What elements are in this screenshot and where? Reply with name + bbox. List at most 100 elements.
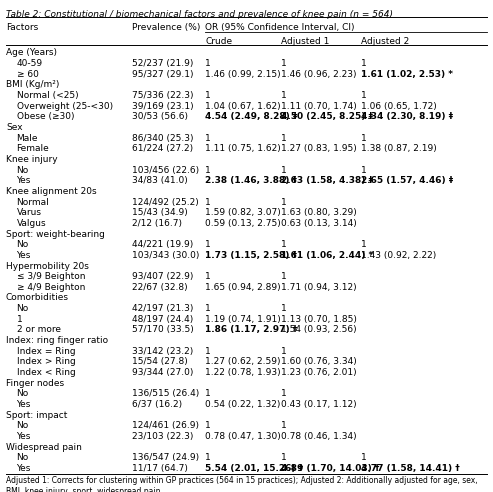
Text: 2/12 (16.7): 2/12 (16.7) bbox=[132, 219, 181, 228]
Text: 124/492 (25.2): 124/492 (25.2) bbox=[132, 198, 198, 207]
Text: 1: 1 bbox=[206, 421, 211, 430]
Text: 30/53 (56.6): 30/53 (56.6) bbox=[132, 112, 187, 122]
Text: 1: 1 bbox=[206, 59, 211, 68]
Text: 6/37 (16.2): 6/37 (16.2) bbox=[132, 400, 181, 409]
Text: 0.59 (0.13, 2.75): 0.59 (0.13, 2.75) bbox=[206, 219, 281, 228]
Text: Adjusted 2: Adjusted 2 bbox=[361, 37, 409, 46]
Text: 39/169 (23.1): 39/169 (23.1) bbox=[132, 102, 193, 111]
Text: 1.61 (1.02, 2.53) *: 1.61 (1.02, 2.53) * bbox=[361, 70, 453, 79]
Text: 1: 1 bbox=[206, 389, 211, 399]
Text: 1: 1 bbox=[361, 59, 367, 68]
Text: Index: ring finger ratio: Index: ring finger ratio bbox=[6, 336, 108, 345]
Text: OR (95% Confidence Interval, CI): OR (95% Confidence Interval, CI) bbox=[206, 23, 355, 32]
Text: 1.04 (0.67, 1.62): 1.04 (0.67, 1.62) bbox=[206, 102, 281, 111]
Text: Male: Male bbox=[17, 134, 38, 143]
Text: Crude: Crude bbox=[206, 37, 233, 46]
Text: Sport: weight-bearing: Sport: weight-bearing bbox=[6, 230, 105, 239]
Text: 1.46 (0.99, 2.15): 1.46 (0.99, 2.15) bbox=[206, 70, 281, 79]
Text: 1.22 (0.78, 1.93): 1.22 (0.78, 1.93) bbox=[206, 368, 281, 377]
Text: 40-59: 40-59 bbox=[17, 59, 43, 68]
Text: 1: 1 bbox=[206, 453, 211, 462]
Text: 2.38 (1.46, 3.88) †: 2.38 (1.46, 3.88) † bbox=[206, 176, 297, 185]
Text: 103/343 (30.0): 103/343 (30.0) bbox=[132, 251, 199, 260]
Text: 0.78 (0.47, 1.30): 0.78 (0.47, 1.30) bbox=[206, 432, 281, 441]
Text: No: No bbox=[17, 453, 29, 462]
Text: Varus: Varus bbox=[17, 208, 41, 217]
Text: 1.60 (0.76, 3.34): 1.60 (0.76, 3.34) bbox=[282, 357, 357, 367]
Text: Sex: Sex bbox=[6, 123, 23, 132]
Text: Obese (≥30): Obese (≥30) bbox=[17, 112, 74, 122]
Text: 86/340 (25.3): 86/340 (25.3) bbox=[132, 134, 193, 143]
Text: Yes: Yes bbox=[17, 400, 31, 409]
Text: 0.78 (0.46, 1.34): 0.78 (0.46, 1.34) bbox=[282, 432, 357, 441]
Text: 15/54 (27.8): 15/54 (27.8) bbox=[132, 357, 187, 367]
Text: 1.06 (0.65, 1.72): 1.06 (0.65, 1.72) bbox=[361, 102, 437, 111]
Text: 1.59 (0.82, 3.07): 1.59 (0.82, 3.07) bbox=[206, 208, 281, 217]
Text: 1: 1 bbox=[282, 198, 287, 207]
Text: 1.19 (0.74, 1.91): 1.19 (0.74, 1.91) bbox=[206, 315, 281, 324]
Text: 1: 1 bbox=[361, 134, 367, 143]
Text: 136/547 (24.9): 136/547 (24.9) bbox=[132, 453, 199, 462]
Text: 1: 1 bbox=[206, 166, 211, 175]
Text: Yes: Yes bbox=[17, 176, 31, 185]
Text: 1.23 (0.76, 2.01): 1.23 (0.76, 2.01) bbox=[282, 368, 357, 377]
Text: 1: 1 bbox=[282, 91, 287, 100]
Text: Yes: Yes bbox=[17, 432, 31, 441]
Text: 52/237 (21.9): 52/237 (21.9) bbox=[132, 59, 193, 68]
Text: 1: 1 bbox=[361, 453, 367, 462]
Text: 1: 1 bbox=[282, 421, 287, 430]
Text: 1: 1 bbox=[282, 240, 287, 249]
Text: No: No bbox=[17, 166, 29, 175]
Text: 1.27 (0.62, 2.59): 1.27 (0.62, 2.59) bbox=[206, 357, 281, 367]
Text: 23/103 (22.3): 23/103 (22.3) bbox=[132, 432, 193, 441]
Text: 4.50 (2.45, 8.25) ‡: 4.50 (2.45, 8.25) ‡ bbox=[282, 112, 373, 122]
Text: Valgus: Valgus bbox=[17, 219, 46, 228]
Text: Widespread pain: Widespread pain bbox=[6, 443, 82, 452]
Text: 44/221 (19.9): 44/221 (19.9) bbox=[132, 240, 193, 249]
Text: 4.89 (1.70, 14.03) †: 4.89 (1.70, 14.03) † bbox=[282, 464, 380, 473]
Text: 1: 1 bbox=[282, 453, 287, 462]
Text: 136/515 (26.4): 136/515 (26.4) bbox=[132, 389, 199, 399]
Text: 1.27 (0.83, 1.95): 1.27 (0.83, 1.95) bbox=[282, 144, 357, 154]
Text: 4.77 (1.58, 14.41) †: 4.77 (1.58, 14.41) † bbox=[361, 464, 460, 473]
Text: 34/83 (41.0): 34/83 (41.0) bbox=[132, 176, 187, 185]
Text: Comorbidities: Comorbidities bbox=[6, 294, 69, 303]
Text: 57/170 (33.5): 57/170 (33.5) bbox=[132, 326, 193, 335]
Text: ≥ 60: ≥ 60 bbox=[17, 70, 38, 79]
Text: 61/224 (27.2): 61/224 (27.2) bbox=[132, 144, 193, 154]
Text: 1.13 (0.70, 1.85): 1.13 (0.70, 1.85) bbox=[282, 315, 357, 324]
Text: 93/344 (27.0): 93/344 (27.0) bbox=[132, 368, 193, 377]
Text: 1: 1 bbox=[206, 304, 211, 313]
Text: 1.11 (0.70, 1.74): 1.11 (0.70, 1.74) bbox=[282, 102, 357, 111]
Text: Adjusted 1: Corrects for clustering within GP practices (564 in 15 practices); A: Adjusted 1: Corrects for clustering with… bbox=[6, 476, 478, 492]
Text: 1.63 (0.80, 3.29): 1.63 (0.80, 3.29) bbox=[282, 208, 357, 217]
Text: 1.86 (1.17, 2.97) †: 1.86 (1.17, 2.97) † bbox=[206, 326, 298, 335]
Text: 2.65 (1.57, 4.46) ‡: 2.65 (1.57, 4.46) ‡ bbox=[361, 176, 453, 185]
Text: 1: 1 bbox=[206, 198, 211, 207]
Text: 2 or more: 2 or more bbox=[17, 326, 61, 335]
Text: Hypermobility 20s: Hypermobility 20s bbox=[6, 262, 89, 271]
Text: 22/67 (32.8): 22/67 (32.8) bbox=[132, 283, 187, 292]
Text: 93/407 (22.9): 93/407 (22.9) bbox=[132, 272, 193, 281]
Text: Yes: Yes bbox=[17, 251, 31, 260]
Text: Knee alignment 20s: Knee alignment 20s bbox=[6, 187, 97, 196]
Text: Index = Ring: Index = Ring bbox=[17, 347, 75, 356]
Text: Factors: Factors bbox=[6, 23, 38, 32]
Text: 1: 1 bbox=[361, 166, 367, 175]
Text: 42/197 (21.3): 42/197 (21.3) bbox=[132, 304, 193, 313]
Text: ≥ 4/9 Beighton: ≥ 4/9 Beighton bbox=[17, 283, 85, 292]
Text: 15/43 (34.9): 15/43 (34.9) bbox=[132, 208, 187, 217]
Text: 1: 1 bbox=[282, 389, 287, 399]
Text: Normal: Normal bbox=[17, 198, 49, 207]
Text: 0.43 (0.17, 1.12): 0.43 (0.17, 1.12) bbox=[282, 400, 357, 409]
Text: 1: 1 bbox=[361, 91, 367, 100]
Text: 1.71 (0.94, 3.12): 1.71 (0.94, 3.12) bbox=[282, 283, 357, 292]
Text: Knee injury: Knee injury bbox=[6, 155, 58, 164]
Text: 1: 1 bbox=[282, 166, 287, 175]
Text: Age (Years): Age (Years) bbox=[6, 48, 57, 58]
Text: No: No bbox=[17, 389, 29, 399]
Text: Female: Female bbox=[17, 144, 49, 154]
Text: 1: 1 bbox=[282, 134, 287, 143]
Text: BMI (Kg/m²): BMI (Kg/m²) bbox=[6, 80, 59, 90]
Text: 1: 1 bbox=[282, 272, 287, 281]
